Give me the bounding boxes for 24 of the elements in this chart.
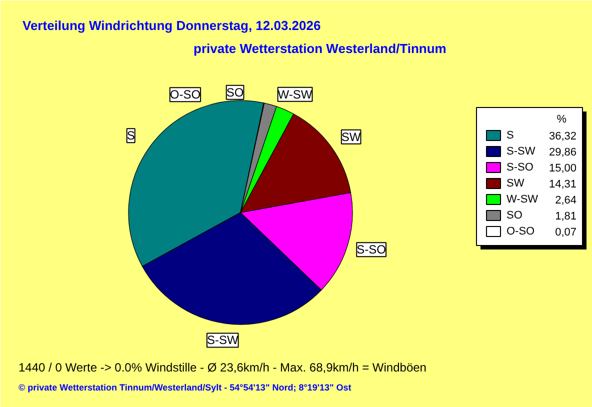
slice-label: SW bbox=[341, 130, 362, 144]
legend-label: S-SO bbox=[506, 162, 534, 174]
slice-label: S-SO bbox=[356, 242, 386, 257]
chart-subtitle: private Wetterstation Westerland/Tinnum bbox=[194, 41, 446, 56]
data-label: 29,86 bbox=[548, 146, 577, 158]
chart-title: Verteilung Windrichtung Donnerstag, 12.03.2026 bbox=[22, 18, 321, 33]
text: © private Wetterstation Tinnum/Westerland/Sylt - 54°54'13" Nord; 8°19'13" Ost bbox=[18, 382, 352, 392]
data-label: 36,32 bbox=[548, 130, 577, 142]
data-label: 0,07 bbox=[555, 226, 577, 238]
slice-label: S bbox=[126, 128, 135, 143]
legend-label: SW bbox=[506, 178, 525, 190]
data-label: 14,31 bbox=[548, 178, 577, 190]
data-label: 15,00 bbox=[548, 162, 577, 174]
text: 1440 / 0 Werte -> 0.0% Windstille - Ø 23,6km/h - Max. 68,9km/h = Windböen bbox=[18, 360, 426, 374]
legend-label: S-SW bbox=[506, 146, 536, 158]
legend-label: SO bbox=[506, 210, 523, 222]
category-label: O-SO bbox=[170, 88, 201, 102]
data-label: 2,64 bbox=[555, 194, 577, 206]
slice-label: S-SW bbox=[206, 333, 239, 348]
legend-label: W-SW bbox=[506, 194, 539, 206]
legend-title: % bbox=[556, 114, 567, 126]
legend-label: O-SO bbox=[506, 226, 536, 238]
data-label: 1,81 bbox=[555, 210, 577, 222]
legend-label: S bbox=[506, 130, 514, 142]
